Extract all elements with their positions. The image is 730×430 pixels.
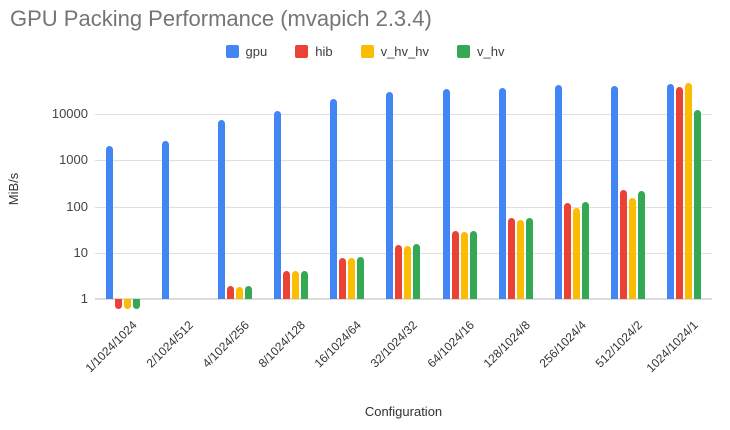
gridline-1000 xyxy=(95,160,712,162)
bar-group-4/1024/256 xyxy=(207,77,263,299)
gridline-10 xyxy=(95,252,712,254)
y-tick-label-1000: 1000 xyxy=(59,152,88,168)
x-tick-label-128/1024/8: 128/1024/8 xyxy=(480,318,533,371)
gridline-1 xyxy=(95,298,712,300)
bar-group-512/1024/2 xyxy=(600,77,656,299)
bar-hib-256/1024/4[interactable] xyxy=(563,202,571,299)
bar-gpu-256/1024/4[interactable] xyxy=(554,85,562,299)
bar-gpu-32/1024/32[interactable] xyxy=(386,92,394,299)
bar-v_hv_hv-1024/1024/1[interactable] xyxy=(684,82,692,299)
bar-gpu-1/1024/1024[interactable] xyxy=(106,145,114,299)
x-tick-label-512/1024/2: 512/1024/2 xyxy=(592,318,645,371)
y-tick-label-100: 100 xyxy=(66,198,88,214)
bar-gpu-4/1024/256[interactable] xyxy=(218,119,226,299)
legend-swatch-v_hv_hv-icon xyxy=(360,45,374,58)
y-tick-label-1: 1 xyxy=(80,291,88,306)
bar-group-16/1024/64 xyxy=(319,77,375,299)
legend-swatch-gpu-icon xyxy=(225,45,239,58)
bar-group-1024/1024/1 xyxy=(656,77,712,299)
bar-group-128/1024/8 xyxy=(488,77,544,299)
legend-label: v_hv_hv xyxy=(380,44,429,59)
bar-v_hv_hv-512/1024/2[interactable] xyxy=(628,197,636,299)
y-tick-label-10: 10 xyxy=(73,244,88,260)
bar-group-2/1024/512 xyxy=(151,77,207,299)
bar-gpu-8/1024/128[interactable] xyxy=(274,111,282,299)
legend-item-v_hv_hv[interactable]: v_hv_hv xyxy=(360,44,429,59)
bar-v_hv-1024/1024/1[interactable] xyxy=(693,109,701,299)
y-tick-label-10000: 10000 xyxy=(51,106,88,122)
x-tick-label-2/1024/512: 2/1024/512 xyxy=(143,318,197,371)
gridline-10000 xyxy=(95,114,712,116)
x-tick-label-32/1024/32: 32/1024/32 xyxy=(368,318,421,371)
bar-group-256/1024/4 xyxy=(544,77,600,299)
bar-v_hv_hv-4/1024/256[interactable] xyxy=(236,287,244,299)
x-tick-label-1/1024/1024: 1/1024/1024 xyxy=(82,318,140,376)
bar-v_hv-512/1024/2[interactable] xyxy=(637,191,645,299)
bar-v_hv-64/1024/16[interactable] xyxy=(469,230,477,299)
bar-hib-4/1024/256[interactable] xyxy=(227,286,235,299)
legend-label: v_hv xyxy=(477,44,505,59)
legend-item-gpu[interactable]: gpu xyxy=(225,44,268,59)
bar-hib-16/1024/64[interactable] xyxy=(339,257,347,299)
bar-v_hv_hv-32/1024/32[interactable] xyxy=(404,246,412,299)
bar-hib-8/1024/128[interactable] xyxy=(283,271,291,299)
bar-v_hv-256/1024/4[interactable] xyxy=(581,202,589,299)
x-tick-label-1024/1024/1: 1024/1024/1 xyxy=(643,318,701,376)
bar-hib-1024/1024/1[interactable] xyxy=(675,87,683,299)
legend-label: gpu xyxy=(245,44,268,59)
x-tick-label-4/1024/256: 4/1024/256 xyxy=(199,318,253,371)
bar-group-32/1024/32 xyxy=(375,77,431,299)
bar-gpu-512/1024/2[interactable] xyxy=(610,86,618,299)
y-axis-title: MiB/s xyxy=(6,172,21,206)
gridline-100 xyxy=(95,206,712,208)
legend-item-v_hv[interactable]: v_hv xyxy=(457,44,504,59)
bar-hib-64/1024/16[interactable] xyxy=(451,231,459,299)
legend-label: hib xyxy=(315,44,333,59)
bar-gpu-16/1024/64[interactable] xyxy=(330,99,338,299)
x-tick-label-64/1024/16: 64/1024/16 xyxy=(424,318,477,371)
bar-hib-32/1024/32[interactable] xyxy=(395,244,403,299)
bar-group-64/1024/16 xyxy=(432,77,488,299)
bar-gpu-1024/1024/1[interactable] xyxy=(666,83,674,299)
bar-gpu-2/1024/512[interactable] xyxy=(162,141,170,299)
bar-group-1/1024/1024 xyxy=(95,77,151,310)
bar-gpu-128/1024/8[interactable] xyxy=(498,87,506,299)
legend: gpu hib v_hv_hv v_hv xyxy=(0,44,730,59)
bar-v_hv-32/1024/32[interactable] xyxy=(413,244,421,299)
bar-hib-512/1024/2[interactable] xyxy=(619,189,627,299)
bar-hib-128/1024/8[interactable] xyxy=(507,217,515,299)
bar-v_hv_hv-64/1024/16[interactable] xyxy=(460,232,468,299)
bar-v_hv-128/1024/8[interactable] xyxy=(525,217,533,299)
bar-hib-1/1024/1024[interactable] xyxy=(115,299,123,310)
legend-swatch-hib-icon xyxy=(295,45,309,58)
bar-group-8/1024/128 xyxy=(263,77,319,299)
bar-v_hv-8/1024/128[interactable] xyxy=(301,271,309,299)
legend-swatch-v_hv-icon xyxy=(457,45,470,58)
chart-title: GPU Packing Performance (mvapich 2.3.4) xyxy=(10,6,432,31)
bar-v_hv_hv-256/1024/4[interactable] xyxy=(572,207,580,299)
bar-v_hv_hv-16/1024/64[interactable] xyxy=(348,257,356,299)
x-tick-label-16/1024/64: 16/1024/64 xyxy=(312,318,365,371)
bar-v_hv_hv-8/1024/128[interactable] xyxy=(292,271,300,299)
bar-v_hv_hv-128/1024/8[interactable] xyxy=(516,220,524,299)
x-tick-label-8/1024/128: 8/1024/128 xyxy=(255,318,309,371)
x-tick-label-256/1024/4: 256/1024/4 xyxy=(536,318,589,371)
bar-v_hv_hv-1/1024/1024[interactable] xyxy=(124,299,132,310)
bar-v_hv-4/1024/256[interactable] xyxy=(245,286,253,299)
legend-item-hib[interactable]: hib xyxy=(295,44,333,59)
bar-v_hv-16/1024/64[interactable] xyxy=(357,256,365,299)
bar-v_hv-1/1024/1024[interactable] xyxy=(133,299,141,310)
x-axis-title: Configuration xyxy=(364,404,443,419)
bar-gpu-64/1024/16[interactable] xyxy=(442,89,450,299)
